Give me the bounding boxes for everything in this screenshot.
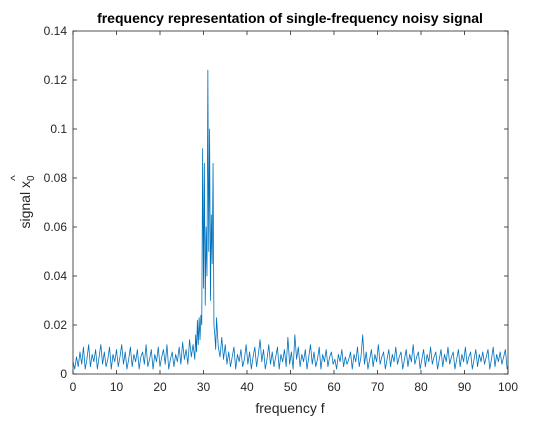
y-tick-label: 0.1: [50, 122, 67, 136]
x-axis-ticks: 0 10 20 30 40 50 60 70 80 90 100: [70, 31, 518, 394]
y-axis-label-text: signal x: [17, 181, 33, 228]
x-tick-label: 40: [240, 380, 254, 394]
y-tick-label: 0: [60, 367, 67, 381]
y-tick-label: 0.08: [44, 171, 68, 185]
x-tick-label: 20: [153, 380, 167, 394]
svg-text:signal x0: signal x0: [17, 175, 37, 228]
y-axis-label: signal x0 ^: [8, 175, 37, 229]
x-tick-label: 10: [110, 380, 124, 394]
y-tick-label: 0.06: [44, 220, 68, 234]
y-axis-label-hat: ^: [8, 175, 22, 181]
x-tick-label: 60: [327, 380, 341, 394]
y-tick-label: 0.02: [44, 318, 68, 332]
series-line: [72, 69, 509, 370]
x-tick-label: 50: [284, 380, 298, 394]
y-tick-label: 0.04: [44, 269, 68, 283]
x-axis-label: frequency f: [255, 400, 324, 416]
plot-area: [73, 31, 508, 374]
x-tick-label: 0: [70, 380, 77, 394]
chart-title: frequency representation of single-frequ…: [97, 10, 483, 26]
y-axis-ticks: 0 0.02 0.04 0.06 0.08 0.1 0.12 0.14: [44, 24, 508, 381]
x-tick-label: 80: [414, 380, 428, 394]
y-tick-label: 0.14: [44, 24, 68, 38]
x-tick-label: 70: [371, 380, 385, 394]
x-tick-label: 30: [197, 380, 211, 394]
x-tick-label: 90: [458, 380, 472, 394]
y-axis-label-subscript: 0: [26, 175, 37, 181]
x-tick-label: 100: [498, 380, 518, 394]
y-tick-label: 0.12: [44, 73, 68, 87]
